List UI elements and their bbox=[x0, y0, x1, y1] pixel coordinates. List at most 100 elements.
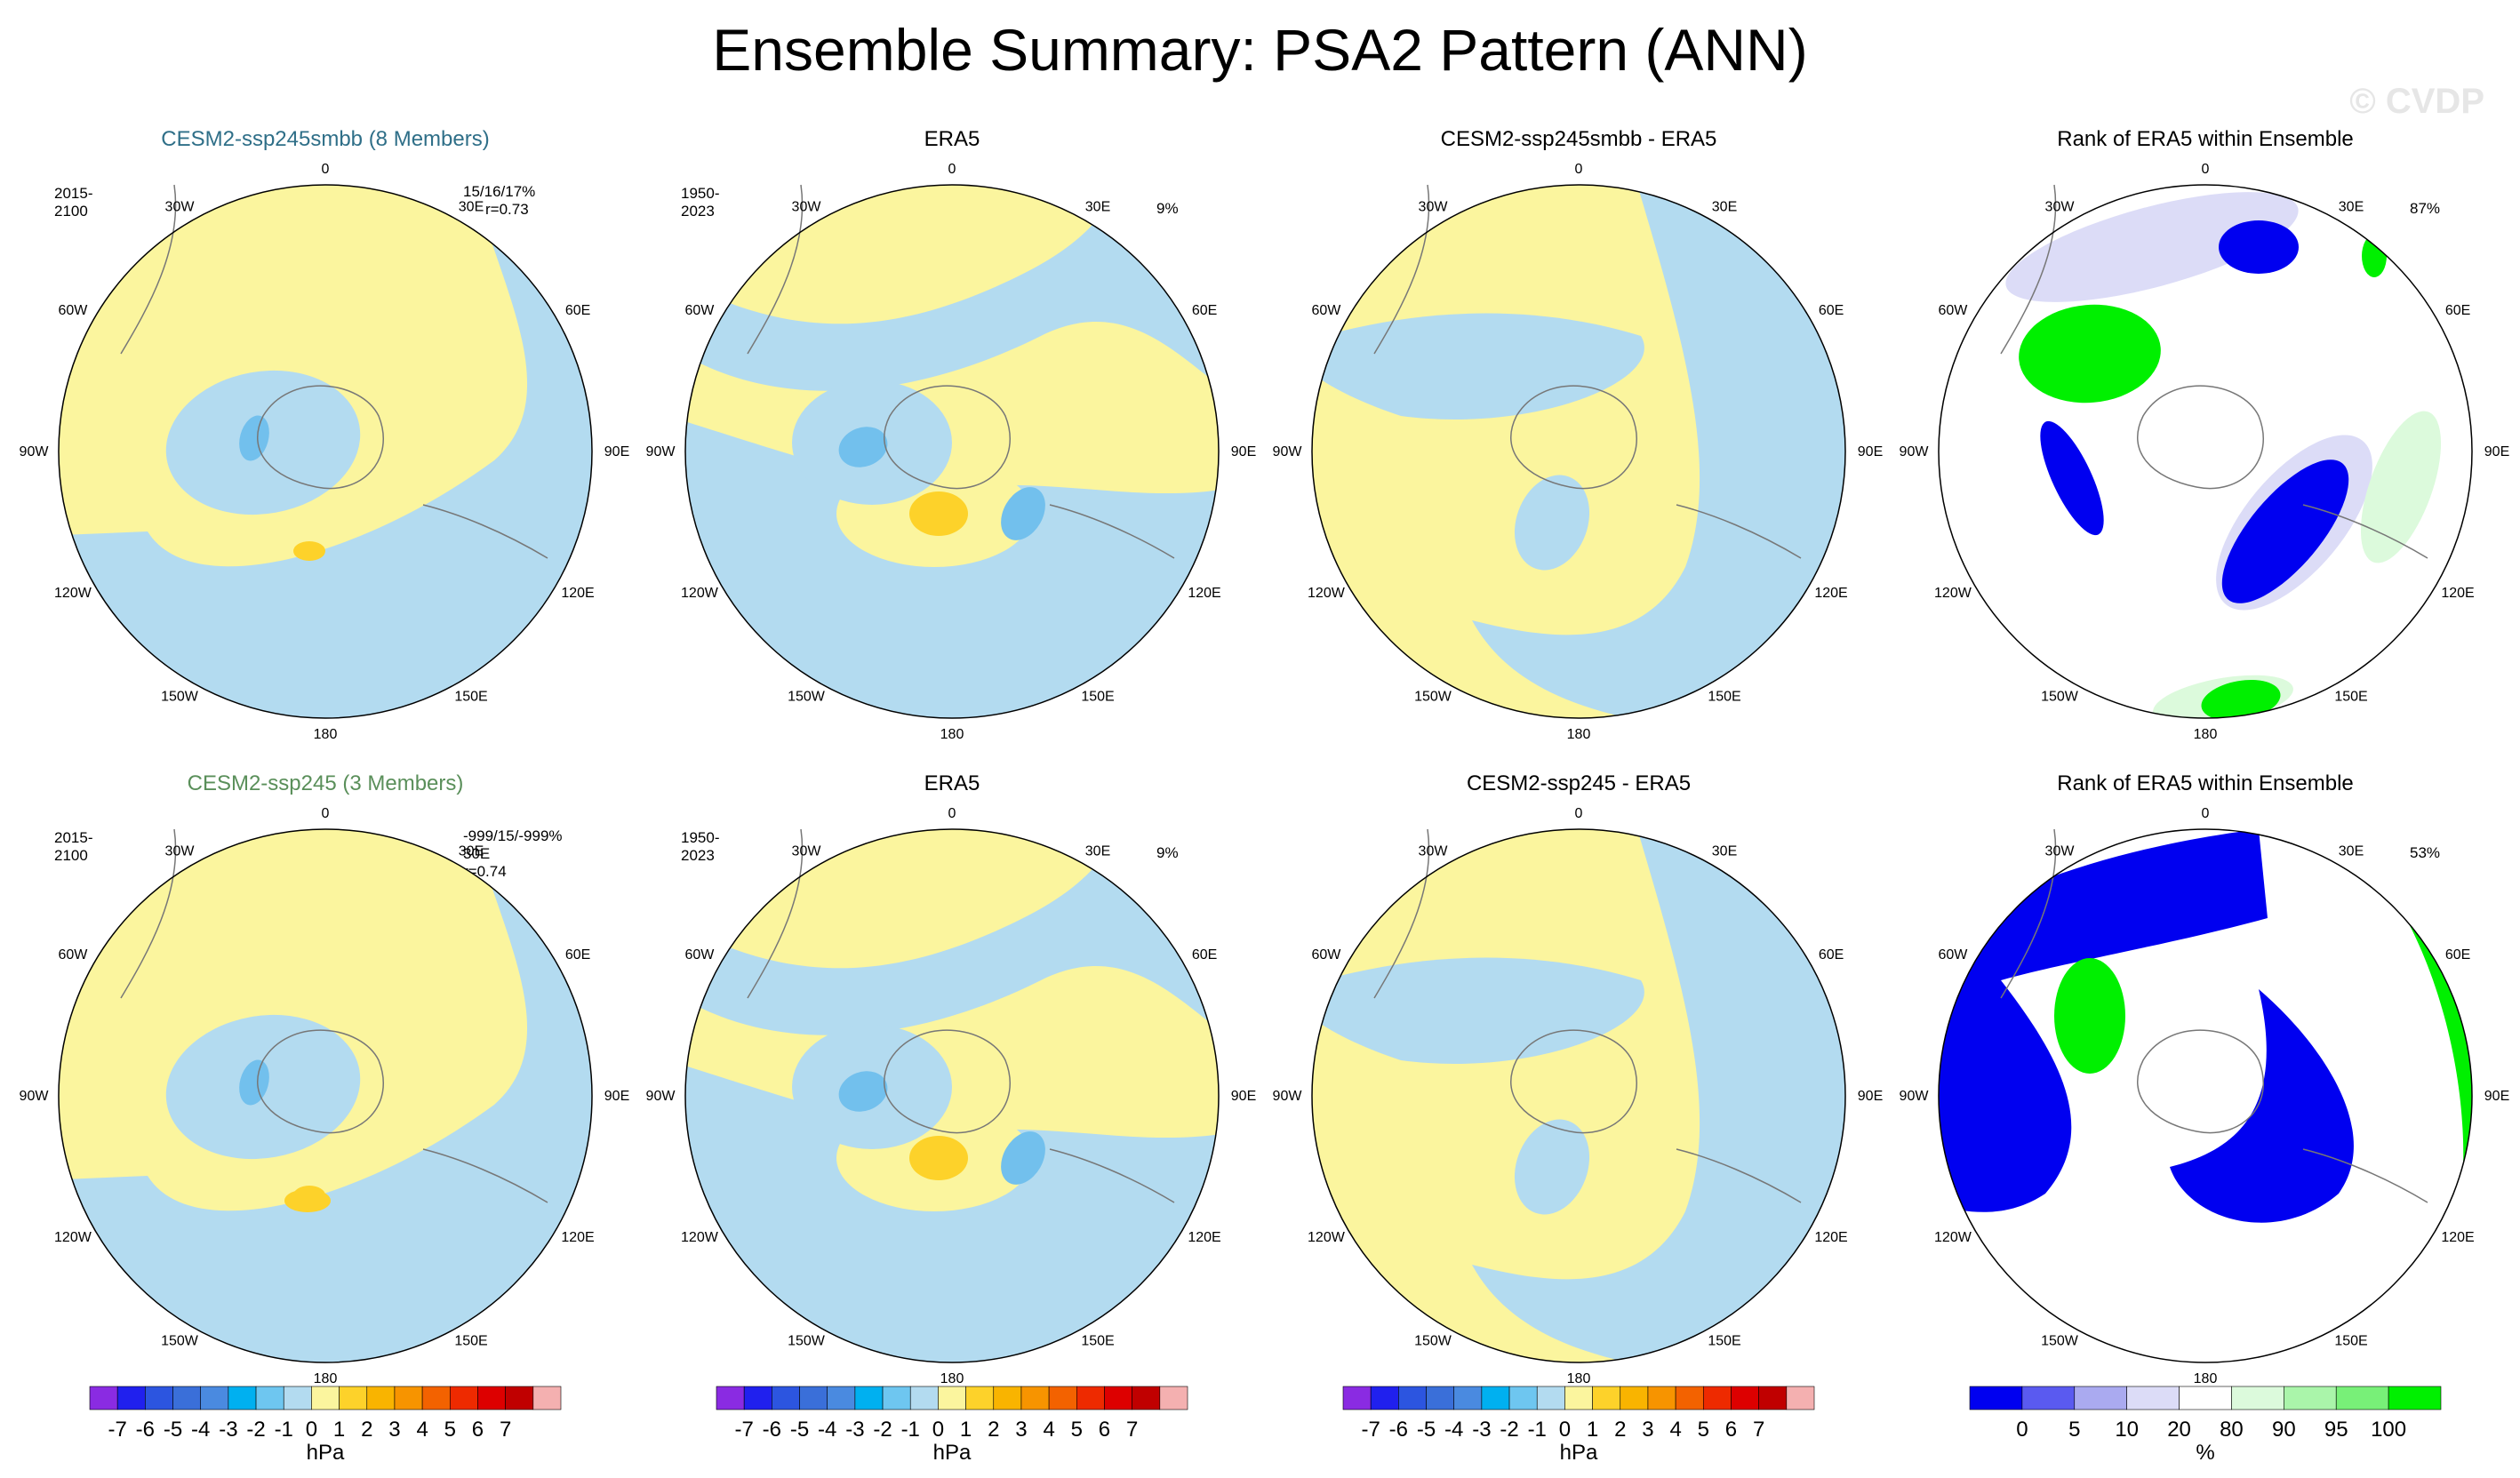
lon-label: 90W bbox=[20, 444, 50, 459]
colorbar-0-tick: 6 bbox=[472, 1418, 484, 1442]
positive-core bbox=[909, 491, 968, 536]
lon-label: 30E bbox=[1085, 200, 1110, 215]
lon-label: 60E bbox=[1819, 947, 1844, 963]
map-obs-row2: 0 30E 60E 90E 120E 150E 180 150W 120W 90W 60W 30W bbox=[646, 806, 1257, 1386]
colorbar-2-tick: 4 bbox=[1669, 1418, 1681, 1442]
lon-label: 180 bbox=[2194, 1371, 2218, 1386]
lon-label: 120W bbox=[681, 1230, 719, 1245]
lon-label: 150W bbox=[1414, 689, 1452, 704]
lon-label: 90E bbox=[604, 444, 629, 459]
map-border bbox=[1938, 828, 2473, 1363]
rank-high bbox=[2232, 829, 2472, 1362]
antarctica-coastline bbox=[884, 1029, 1011, 1134]
panel-title-diff-row1: CESM2-ssp245smbb - ERA5 bbox=[1440, 127, 1717, 151]
lon-label: 30W bbox=[792, 844, 822, 859]
lon-label: 150E bbox=[2334, 1333, 2367, 1348]
lon-label: 60E bbox=[565, 303, 590, 318]
stats-label-row2: -999/15/-999% bbox=[463, 827, 563, 844]
colorbar-1-tick: 0 bbox=[932, 1418, 944, 1442]
lon-label: 150E bbox=[1081, 1333, 1114, 1348]
map-obs-row1: 0 30E 60E 90E 120E 150E 180 150W 120W 90W 60W 30W bbox=[646, 162, 1257, 742]
positive-core bbox=[293, 541, 325, 561]
antarctica-coastline bbox=[257, 1029, 384, 1134]
negative-core bbox=[239, 415, 269, 461]
rank-low bbox=[2221, 459, 2349, 603]
panel-title-rank-row1: Rank of ERA5 within Ensemble bbox=[2057, 127, 2354, 151]
pct-label-rank-row2: 53% bbox=[2410, 844, 2441, 861]
negative-core bbox=[838, 427, 888, 467]
south-america-coastline bbox=[1373, 184, 1430, 355]
lon-label: 0 bbox=[322, 806, 330, 821]
colorbar-1-tick: -4 bbox=[818, 1418, 836, 1442]
corr-label-row1: r=0.73 bbox=[485, 201, 529, 218]
lon-label: 60W bbox=[1938, 947, 1968, 963]
lon-label: 150E bbox=[1081, 689, 1114, 704]
colorbar-3-tick: 0 bbox=[2016, 1418, 2028, 1442]
colorbar-0-tick: 1 bbox=[333, 1418, 345, 1442]
panel-title-model-row1: CESM2-ssp245smbb (8 Members) bbox=[161, 127, 490, 151]
colorbar-2-tick: -1 bbox=[1528, 1418, 1547, 1442]
lon-label: 30E bbox=[459, 844, 484, 859]
lon-label: 120W bbox=[681, 586, 719, 601]
colorbar-1-tick: -1 bbox=[901, 1418, 920, 1442]
lon-label: 120W bbox=[54, 586, 92, 601]
map-rank-row1: 0 30E 60E 90E 120E 150E 180 150W 120W 90W 60W 30W bbox=[1900, 162, 2510, 742]
colorbar-1-tick: 6 bbox=[1099, 1418, 1110, 1442]
colorbar-0-tick: 2 bbox=[361, 1418, 372, 1442]
panel-title-obs-row1: ERA5 bbox=[924, 127, 980, 151]
lon-label: 60E bbox=[2445, 947, 2470, 963]
lon-label: 180 bbox=[314, 727, 338, 742]
lon-label: 90W bbox=[1900, 444, 1930, 459]
australia-coastline bbox=[2302, 1148, 2428, 1203]
lon-label: 30E bbox=[1085, 844, 1110, 859]
lon-label: 120E bbox=[561, 586, 594, 601]
colorbar-0-tick: -7 bbox=[108, 1418, 127, 1442]
lon-label: 60W bbox=[58, 947, 88, 963]
negative-region bbox=[59, 829, 592, 1362]
colorbar-0-tick: 4 bbox=[416, 1418, 428, 1442]
colorbar-0-tick: 0 bbox=[306, 1418, 317, 1442]
lon-label: 150W bbox=[161, 689, 199, 704]
lon-label: 90W bbox=[1900, 1089, 1930, 1104]
main-title: Ensemble Summary: PSA2 Pattern (ANN) bbox=[712, 17, 1808, 83]
south-america-coastline bbox=[747, 828, 804, 999]
colorbar-0-tick: -6 bbox=[136, 1418, 155, 1442]
lon-label: 150W bbox=[161, 1333, 199, 1348]
south-america-coastline bbox=[2000, 828, 2057, 999]
map-border bbox=[58, 828, 593, 1363]
map-diff-row2: 0 30E 60E 90E 120E 150E 180 150W 120W 90W 60W 30W bbox=[1273, 806, 1884, 1386]
map-border bbox=[1311, 184, 1846, 719]
colorbar-0-tick: -2 bbox=[246, 1418, 265, 1442]
lon-label: 60E bbox=[1192, 303, 1217, 318]
lon-label: 180 bbox=[2194, 727, 2218, 742]
colorbar-0-tick: 5 bbox=[444, 1418, 456, 1442]
colorbar-2-tick: -7 bbox=[1362, 1418, 1380, 1442]
colorbar-2-tick: 7 bbox=[1753, 1418, 1764, 1442]
lon-label: 180 bbox=[1567, 1371, 1591, 1386]
lon-label: 0 bbox=[948, 162, 956, 177]
years-label-obs-row2: 1950-2023 bbox=[681, 829, 720, 864]
lon-label: 60W bbox=[1311, 947, 1341, 963]
panel-title-model-row2: CESM2-ssp245 (3 Members) bbox=[187, 771, 464, 795]
lon-label: 90E bbox=[2484, 444, 2509, 459]
lon-label: 180 bbox=[940, 727, 964, 742]
lon-label: 0 bbox=[1575, 806, 1583, 821]
negative-core bbox=[239, 1059, 269, 1106]
colorbar-3-tick: 95 bbox=[2324, 1418, 2348, 1442]
lon-label: 120E bbox=[1814, 586, 1847, 601]
colorbar-1-tick: 2 bbox=[988, 1418, 999, 1442]
lon-label: 120E bbox=[2441, 1230, 2474, 1245]
colorbar-3-tick: 100 bbox=[2371, 1418, 2406, 1442]
negative-core bbox=[1001, 1131, 1045, 1185]
lon-label: 0 bbox=[2202, 162, 2210, 177]
positive-core bbox=[284, 1189, 331, 1212]
years-label-model-row2: 2015-2100 bbox=[54, 829, 93, 864]
lon-label: 120E bbox=[1814, 1230, 1847, 1245]
colorbar-2-tick: 6 bbox=[1725, 1418, 1737, 1442]
map-border bbox=[684, 828, 1220, 1363]
colorbar-3-tick: 5 bbox=[2068, 1418, 2080, 1442]
rank-high bbox=[2201, 679, 2281, 718]
colorbar-2-tick: -6 bbox=[1389, 1418, 1408, 1442]
rank-low bbox=[2040, 420, 2104, 536]
australia-coastline bbox=[1049, 1148, 1175, 1203]
